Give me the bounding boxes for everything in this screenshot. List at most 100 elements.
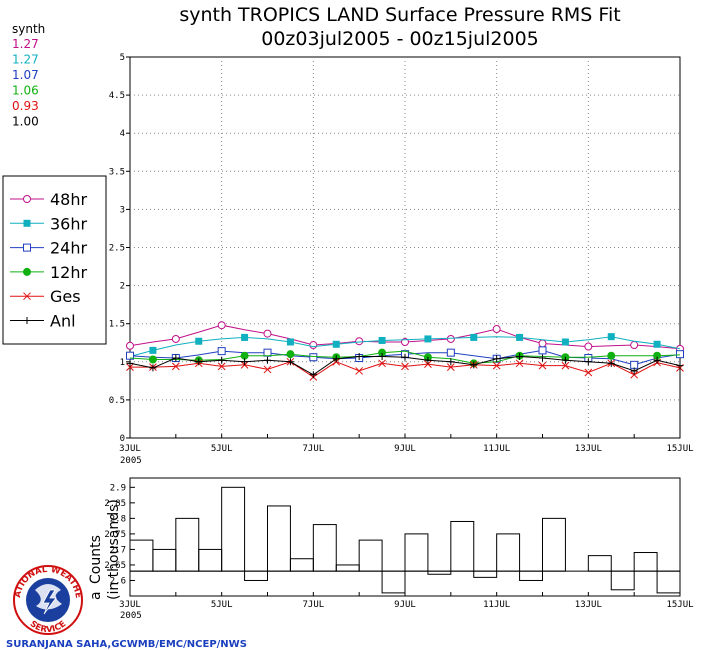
x-tick-label: 5JUL bbox=[211, 444, 233, 454]
count-y-tick-label: 2.6 bbox=[110, 576, 126, 586]
y-tick-label: 1 bbox=[120, 358, 125, 368]
count-bar bbox=[610, 570, 635, 591]
x-year-label: 2005 bbox=[120, 456, 142, 466]
data-point-Ges bbox=[515, 359, 524, 368]
legend-label-36hr: 36hr bbox=[50, 214, 88, 233]
legend-marker-48hr bbox=[23, 195, 31, 203]
y-tick-label: 0 bbox=[120, 434, 125, 444]
data-point-Ges bbox=[263, 365, 272, 374]
series-legend: 48hr 36hr 24hr 12hr Ges Anl bbox=[2, 175, 107, 345]
count-x-tick-label: 11JUL bbox=[483, 600, 510, 610]
data-point-12hr bbox=[240, 351, 249, 360]
synth-value-2: 1.07 bbox=[12, 68, 39, 82]
count-bar bbox=[335, 564, 360, 572]
x-tick-label: 7JUL bbox=[302, 444, 324, 454]
data-point-24hr bbox=[630, 360, 639, 369]
data-point-36hr bbox=[424, 335, 432, 343]
data-point-Anl bbox=[561, 356, 569, 364]
synth-value-1: 1.27 bbox=[12, 53, 39, 67]
data-point-Anl bbox=[676, 362, 684, 370]
chart-title-line1: synth TROPICS LAND Surface Pressure RMS … bbox=[179, 4, 620, 26]
count-x-tick-label: 7JUL bbox=[302, 600, 324, 610]
data-point-12hr bbox=[148, 355, 157, 364]
data-point-36hr bbox=[332, 340, 340, 348]
count-y-label-line1: Counts bbox=[88, 535, 104, 584]
data-point-36hr bbox=[470, 333, 478, 341]
data-point-Anl bbox=[378, 352, 386, 360]
data-point-Anl bbox=[447, 358, 455, 366]
count-bar bbox=[542, 517, 566, 572]
count-bar bbox=[381, 570, 406, 594]
y-tick-label: 4.5 bbox=[109, 91, 125, 101]
y-tick-label: 4 bbox=[120, 129, 125, 139]
data-point-12hr bbox=[653, 351, 662, 360]
data-point-Anl bbox=[653, 356, 661, 364]
footer-credit: SURANJANA SAHA,GCWMB/EMC/NCEP/NWS bbox=[6, 639, 247, 650]
y-tick-label: 1.5 bbox=[109, 320, 125, 330]
data-point-36hr bbox=[149, 346, 157, 354]
count-bar bbox=[198, 548, 223, 572]
data-point-Anl bbox=[172, 354, 180, 362]
data-point-Ges bbox=[424, 360, 432, 368]
data-point-Ges bbox=[492, 361, 501, 370]
data-point-Anl bbox=[309, 371, 317, 379]
data-point-24hr bbox=[676, 350, 684, 359]
count-y-label-partial: a bbox=[88, 591, 104, 600]
count-bar bbox=[267, 505, 291, 572]
count-y-tick-label: 2.65 bbox=[104, 561, 126, 571]
count-bar bbox=[587, 555, 612, 572]
data-point-48hr bbox=[309, 341, 318, 350]
data-point-24hr bbox=[126, 351, 134, 360]
count-bar bbox=[289, 558, 314, 572]
count-x-tick-label: 3JUL bbox=[119, 600, 141, 610]
data-point-Anl bbox=[607, 359, 615, 367]
count-bar bbox=[473, 570, 498, 578]
data-point-36hr bbox=[607, 333, 615, 341]
data-point-Anl bbox=[332, 355, 340, 363]
y-tick-label: 3 bbox=[120, 205, 125, 215]
legend-marker-36hr bbox=[23, 219, 31, 227]
legend-marker-24hr bbox=[23, 243, 31, 252]
data-point-36hr bbox=[561, 338, 569, 346]
data-point-Anl bbox=[516, 352, 524, 360]
count-bar bbox=[496, 533, 521, 572]
data-point-Anl bbox=[241, 358, 249, 366]
legend-label-12hr: 12hr bbox=[50, 263, 88, 282]
data-point-Ges bbox=[171, 362, 180, 371]
data-point-48hr bbox=[538, 339, 547, 348]
data-point-Ges bbox=[378, 359, 386, 368]
count-bar bbox=[129, 539, 154, 572]
x-tick-label: 9JUL bbox=[394, 444, 416, 454]
count-y-tick-label: 2.75 bbox=[104, 530, 126, 540]
data-point-Anl bbox=[539, 354, 546, 362]
legend-marker-Anl bbox=[23, 317, 31, 324]
data-point-24hr bbox=[446, 348, 455, 357]
legend-label-Anl: Anl bbox=[50, 312, 76, 331]
x-tick-label: 3JUL bbox=[119, 444, 141, 454]
data-point-36hr bbox=[378, 336, 386, 344]
x-tick-label: 11JUL bbox=[483, 444, 510, 454]
legend-label-24hr: 24hr bbox=[50, 239, 88, 258]
y-tick-label: 2.5 bbox=[109, 244, 125, 254]
data-point-Anl bbox=[286, 358, 294, 366]
data-point-Ges bbox=[401, 362, 409, 371]
count-bar bbox=[152, 548, 177, 572]
count-bar bbox=[427, 570, 452, 575]
data-point-Ges bbox=[355, 367, 364, 375]
data-point-Anl bbox=[195, 358, 203, 366]
data-point-12hr bbox=[286, 350, 295, 359]
count-y-tick-label: 2.9 bbox=[110, 483, 126, 493]
count-bar bbox=[221, 486, 246, 572]
data-point-36hr bbox=[653, 340, 661, 348]
data-point-Ges bbox=[126, 363, 134, 371]
data-point-Ges bbox=[630, 370, 639, 379]
data-point-Anl bbox=[401, 353, 409, 361]
data-point-36hr bbox=[241, 333, 249, 341]
count-y-label-line2: (in thousands) bbox=[106, 499, 122, 600]
data-point-36hr bbox=[516, 333, 524, 341]
legend-marker-Ges bbox=[23, 292, 31, 301]
count-x-tick-label: 9JUL bbox=[394, 600, 416, 610]
count-bar bbox=[404, 533, 429, 572]
data-point-36hr bbox=[195, 337, 203, 345]
